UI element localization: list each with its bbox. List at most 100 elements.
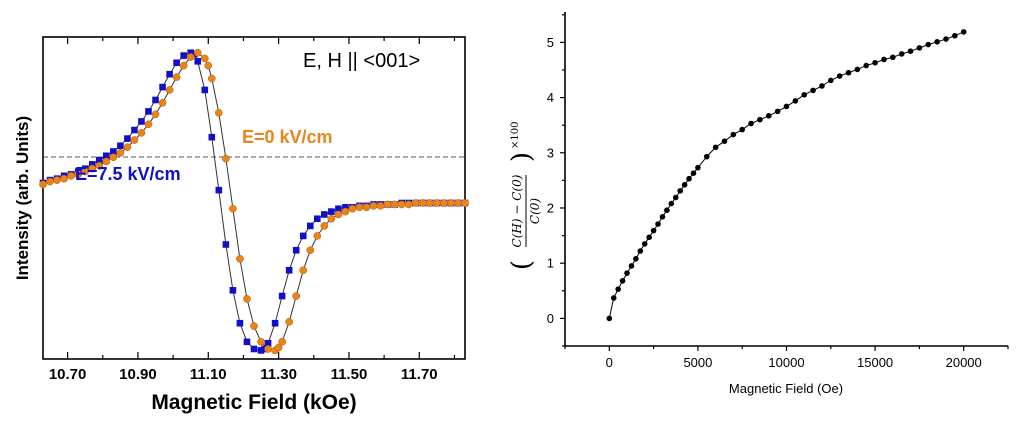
series-point bbox=[173, 59, 180, 67]
series-point bbox=[342, 204, 349, 211]
series-point bbox=[145, 108, 152, 115]
right-y-tick-label: 0 bbox=[547, 311, 554, 326]
series-point bbox=[207, 74, 216, 83]
right-series-point bbox=[854, 66, 861, 73]
series-point bbox=[299, 232, 307, 240]
series-point bbox=[306, 246, 315, 255]
right-series-point bbox=[730, 131, 737, 138]
series-point bbox=[194, 58, 202, 65]
right-series-point bbox=[668, 200, 675, 207]
right-series-point bbox=[633, 255, 639, 262]
series-point bbox=[158, 98, 167, 107]
series-point bbox=[292, 246, 300, 254]
right-series-point bbox=[646, 234, 652, 241]
series-point bbox=[335, 205, 342, 213]
series-point bbox=[285, 317, 294, 326]
series-point bbox=[447, 199, 455, 207]
right-series-point bbox=[641, 241, 648, 247]
series-point bbox=[116, 149, 125, 157]
right-series-point bbox=[606, 315, 613, 322]
right-series-point bbox=[686, 175, 692, 182]
left-x-tick-label: 11.50 bbox=[331, 366, 368, 383]
right-y-title-denominator: C(0) bbox=[528, 198, 542, 224]
left-x-tick-label: 11.30 bbox=[260, 366, 297, 383]
right-series-point bbox=[628, 263, 635, 269]
series-point bbox=[67, 171, 75, 180]
right-series-point bbox=[828, 77, 834, 84]
series-point bbox=[348, 204, 357, 213]
right-series-point bbox=[943, 36, 949, 42]
series-point bbox=[313, 232, 322, 240]
series-point bbox=[440, 199, 448, 207]
left-annotation: E, H || <001> bbox=[303, 50, 420, 72]
left-x-ticks: 10.70 10.90 11.10 11.30 11.50 11.70 bbox=[49, 37, 456, 383]
right-y-title-factor: ×100 bbox=[510, 122, 521, 149]
series-point bbox=[201, 86, 209, 94]
series-point bbox=[95, 161, 104, 170]
series-point bbox=[274, 343, 283, 352]
right-series-point bbox=[757, 116, 763, 123]
right-y-tick-label: 1 bbox=[547, 256, 554, 271]
series-point bbox=[193, 48, 202, 57]
series-point bbox=[208, 133, 216, 141]
right-series-point bbox=[721, 138, 728, 144]
right-series-point bbox=[650, 227, 657, 234]
series-point bbox=[418, 199, 427, 207]
series-point bbox=[151, 110, 160, 119]
series-point bbox=[243, 295, 251, 303]
right-y-title-left-paren: ( bbox=[507, 260, 537, 270]
right-series-point bbox=[615, 286, 621, 292]
right-y-tick-label: 5 bbox=[547, 35, 554, 50]
right-series-point bbox=[925, 41, 932, 48]
right-y-tick-label: 2 bbox=[547, 200, 554, 215]
series-point bbox=[229, 287, 237, 294]
series-point bbox=[103, 152, 110, 160]
series-point bbox=[88, 161, 96, 168]
series-point bbox=[130, 136, 139, 144]
series-point bbox=[159, 83, 166, 91]
right-series-point bbox=[836, 73, 843, 79]
right-ticks: 0 5000 10000 15000 20000 0 1 2 3 4 5 bbox=[547, 14, 1009, 370]
left-plot-frame bbox=[42, 36, 466, 360]
right-x-tick-label: 20000 bbox=[946, 355, 982, 370]
series-point bbox=[320, 222, 329, 230]
series-point bbox=[299, 266, 308, 275]
right-series-point bbox=[916, 45, 923, 51]
series-point bbox=[180, 52, 187, 59]
right-series-point bbox=[677, 188, 683, 194]
series-point bbox=[257, 337, 265, 346]
left-x-tick-label: 11.10 bbox=[190, 366, 227, 383]
right-y-tick-label: 3 bbox=[547, 145, 554, 160]
series-point bbox=[88, 164, 97, 173]
series-point bbox=[172, 73, 181, 81]
series-point bbox=[60, 174, 68, 183]
right-series-point bbox=[960, 29, 967, 35]
series-point bbox=[461, 199, 469, 207]
series-point bbox=[81, 167, 90, 176]
right-series-point bbox=[664, 207, 670, 213]
right-series-point bbox=[907, 48, 914, 54]
series-point bbox=[137, 129, 146, 137]
left-x-tick-label: 11.70 bbox=[401, 366, 438, 383]
series-point bbox=[355, 203, 364, 212]
series-point bbox=[214, 108, 223, 117]
right-series-point bbox=[765, 112, 772, 119]
series-point bbox=[236, 254, 244, 263]
right-x-tick-label: 15000 bbox=[857, 355, 893, 370]
right-series-point bbox=[672, 194, 679, 201]
series-point bbox=[186, 53, 195, 61]
series-point bbox=[229, 204, 237, 213]
series-point bbox=[152, 96, 159, 104]
series-point bbox=[222, 241, 230, 248]
series-point bbox=[187, 49, 194, 57]
series-point bbox=[362, 203, 371, 212]
right-x-tick-label: 0 bbox=[606, 355, 613, 370]
left-x-axis-title: Magnetic Field (kOe) bbox=[151, 391, 356, 414]
series-point bbox=[397, 200, 406, 209]
series-point bbox=[250, 322, 258, 330]
series-point bbox=[95, 156, 103, 164]
right-series-point bbox=[881, 56, 887, 63]
right-x-tick-label: 10000 bbox=[768, 355, 804, 370]
series-point bbox=[383, 200, 392, 209]
right-series-point bbox=[703, 153, 710, 160]
